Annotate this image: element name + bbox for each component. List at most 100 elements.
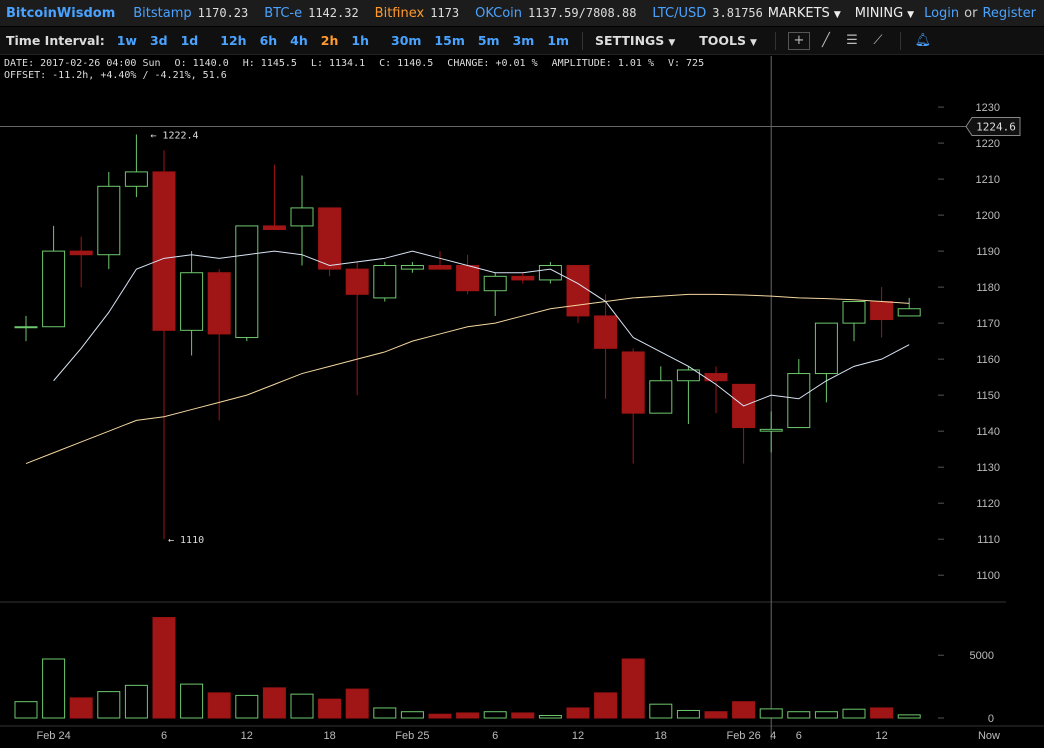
volume-bar xyxy=(373,707,397,719)
markets-menu[interactable]: MARKETS ▼ xyxy=(768,6,841,21)
volume-bar xyxy=(42,658,66,719)
ticker-price: 1142.32 xyxy=(308,5,359,20)
tools-menu[interactable]: TOOLS ▼ xyxy=(699,33,757,48)
crosshair-price-label: 1224.6 xyxy=(976,121,1016,134)
ticker-bitstamp[interactable]: Bitstamp 1170.23 xyxy=(133,6,248,21)
ticker-price: 1173 xyxy=(430,5,460,20)
chevron-down-icon: ▼ xyxy=(833,9,841,20)
candle-body xyxy=(97,185,121,256)
info-volume: V: 725 xyxy=(667,58,705,69)
candle-body xyxy=(594,315,618,349)
candle-body xyxy=(649,380,673,414)
y-tick-label: 1230 xyxy=(976,102,1000,114)
ticker-price: 1137.59/7808.88 xyxy=(528,5,637,20)
line-icon[interactable]: ╱ xyxy=(821,33,830,48)
x-tick-label: 18 xyxy=(323,730,335,742)
candle-body xyxy=(14,326,38,329)
x-tick-label: 12 xyxy=(572,730,584,742)
volume-bar xyxy=(400,711,424,719)
info-change: CHANGE: +0.01 % xyxy=(447,58,538,69)
x-tick-label: 6 xyxy=(161,730,167,742)
register-link[interactable]: Register xyxy=(982,5,1036,21)
tools-label: TOOLS xyxy=(699,33,746,48)
interval-1h[interactable]: 1h xyxy=(351,33,369,48)
interval-1m[interactable]: 1m xyxy=(547,33,570,48)
candle-body xyxy=(207,272,231,335)
interval-1w[interactable]: 1w xyxy=(116,33,137,48)
toolbar-divider xyxy=(774,31,776,50)
interval-30m[interactable]: 30m xyxy=(391,33,422,48)
candle-body xyxy=(676,369,700,382)
x-tick-label: Feb 26 xyxy=(726,730,760,742)
fib-icon[interactable]: ☰ xyxy=(846,33,858,48)
candle-body xyxy=(897,308,921,317)
candle-body xyxy=(759,428,783,432)
ticker-ltcusd[interactable]: LTC/USD 3.81756 xyxy=(652,6,762,21)
interval-3d[interactable]: 3d xyxy=(149,33,168,48)
ticker-okcoin[interactable]: OKCoin 1137.59/7808.88 xyxy=(475,6,636,21)
candle-body xyxy=(814,322,838,375)
volume-bar xyxy=(842,708,866,719)
x-tick-label: 12 xyxy=(241,730,253,742)
candle-body xyxy=(842,301,866,324)
mining-menu[interactable]: MINING ▼ xyxy=(855,6,914,21)
ma-slow-line xyxy=(25,293,910,465)
candle-body xyxy=(566,265,590,317)
candle-body xyxy=(787,373,811,429)
interval-2h[interactable]: 2h xyxy=(320,33,339,48)
or-text: or xyxy=(964,5,978,21)
interval-15m[interactable]: 15m xyxy=(434,33,465,48)
volume-bar xyxy=(787,711,811,719)
volume-bar xyxy=(483,711,507,719)
interval-6h[interactable]: 6h xyxy=(259,33,278,48)
candle-body xyxy=(428,265,452,270)
y-tick-label: 1100 xyxy=(976,570,1000,582)
volume-bar xyxy=(345,688,369,719)
toolbar-divider xyxy=(899,31,901,50)
volume-bar xyxy=(732,701,756,719)
volume-bar xyxy=(566,707,590,719)
x-tick-label: 6 xyxy=(796,730,802,742)
interval-3m[interactable]: 3m xyxy=(512,33,535,48)
candle-body xyxy=(124,171,148,187)
fan-icon[interactable]: ⟋ xyxy=(873,33,883,48)
volume-bar xyxy=(152,617,176,719)
chevron-down-icon: ▼ xyxy=(749,38,757,48)
settings-menu[interactable]: SETTINGS ▼ xyxy=(595,33,675,48)
y-tick-label: 1160 xyxy=(976,354,1000,366)
vol-y-tick-label: 0 xyxy=(988,713,994,725)
volume-bar xyxy=(511,712,535,719)
crosshair-icon[interactable]: + xyxy=(787,31,810,50)
volume-bar xyxy=(897,714,921,719)
candle-body xyxy=(373,265,397,299)
candle-body xyxy=(870,301,894,321)
x-tick-label: Now xyxy=(978,730,1000,742)
toolbar-divider xyxy=(582,31,584,50)
top-right-menu: MARKETS ▼ MINING ▼ Login or Register xyxy=(754,0,1036,26)
interval-12h[interactable]: 12h xyxy=(220,33,247,48)
chevron-down-icon: ▼ xyxy=(668,38,676,48)
bell-icon[interactable]: 🔔︎ xyxy=(914,33,932,48)
brand-logo[interactable]: BitcoinWisdom xyxy=(6,5,116,21)
volume-bar xyxy=(428,713,452,719)
ticker-bitfinex[interactable]: Bitfinex 1173 xyxy=(375,6,459,21)
volume-bar xyxy=(290,693,314,719)
x-tick-label: Feb 25 xyxy=(395,730,429,742)
interval-5m[interactable]: 5m xyxy=(477,33,500,48)
y-tick-label: 1200 xyxy=(976,210,1000,222)
ticker-name: Bitstamp xyxy=(133,5,192,21)
volume-bar xyxy=(676,709,700,719)
volume-bar xyxy=(456,712,480,719)
info-close: C: 1140.5 xyxy=(379,58,434,69)
vol-y-tick-label: 5000 xyxy=(970,650,994,662)
volume-bar xyxy=(14,701,38,719)
y-tick-label: 1210 xyxy=(976,174,1000,186)
interval-1d[interactable]: 1d xyxy=(180,33,199,48)
interval-4h[interactable]: 4h xyxy=(290,33,308,48)
volume-bar xyxy=(207,692,231,719)
ticker-btce[interactable]: BTC-e 1142.32 xyxy=(264,6,358,21)
login-link[interactable]: Login xyxy=(924,5,960,21)
y-tick-label: 1180 xyxy=(976,282,1000,294)
markets-label: MARKETS xyxy=(767,5,830,21)
